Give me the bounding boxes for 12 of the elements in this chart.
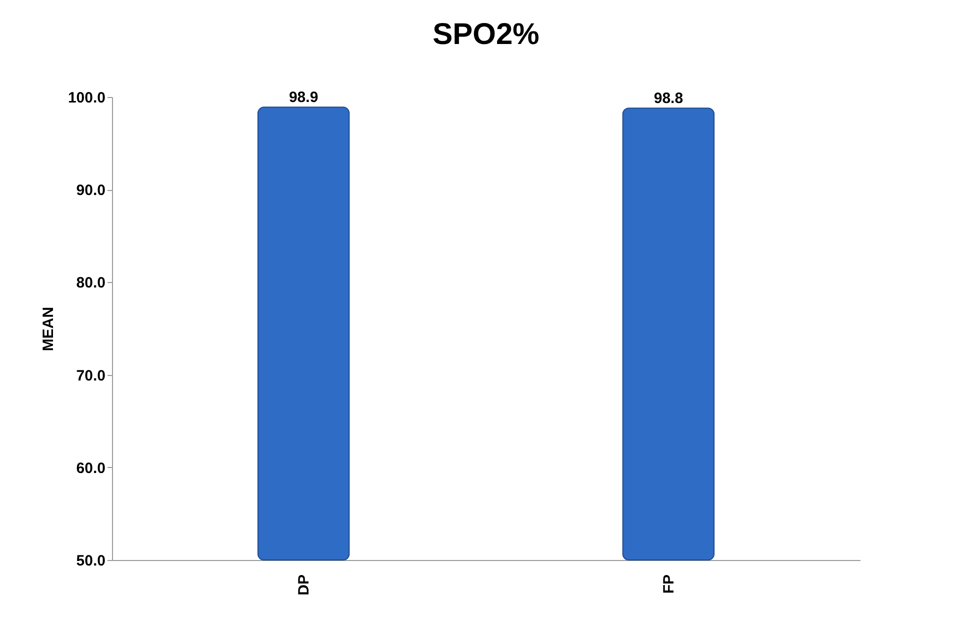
chart-title: SPO2% (432, 18, 540, 51)
y-tick-label: 50.0 (76, 552, 106, 570)
y-axis-title: MEAN (40, 306, 57, 352)
x-tick-label: FP (660, 574, 678, 594)
y-tick-label: 100.0 (68, 90, 106, 106)
y-tick-label: 90.0 (76, 182, 106, 200)
y-tick-label: 60.0 (76, 460, 106, 477)
data-label: 98.8 (654, 90, 684, 108)
y-tick-label: 70.0 (76, 367, 106, 384)
x-tick-label: DP (296, 574, 313, 596)
y-tick-label: 80.0 (76, 274, 106, 292)
data-label: 98.9 (288, 89, 318, 106)
